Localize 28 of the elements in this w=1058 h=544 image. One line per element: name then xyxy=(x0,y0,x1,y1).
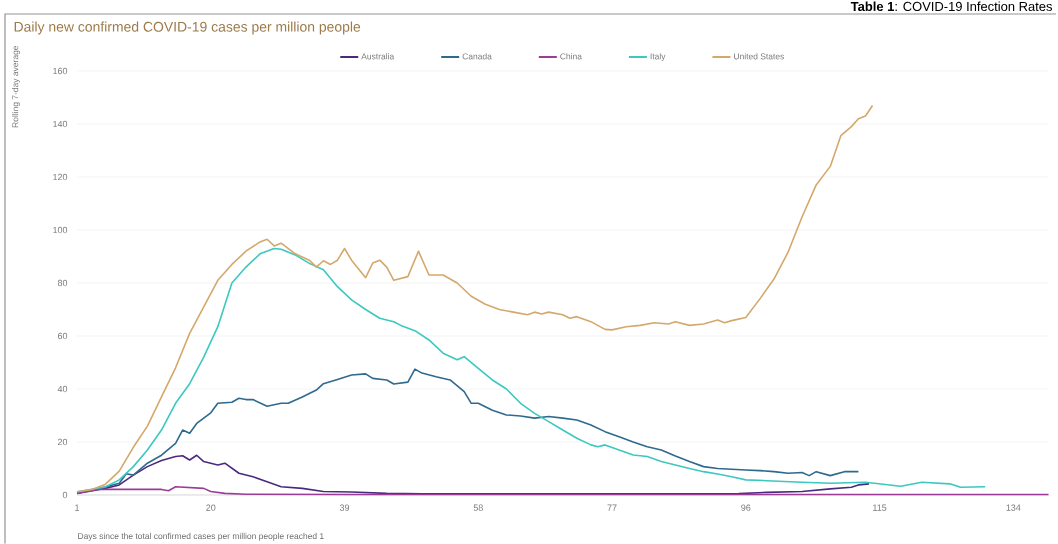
x-tick-label: 58 xyxy=(473,504,483,511)
y-tick-label: 60 xyxy=(57,332,68,340)
y-axis-title: Rolling 7-day average xyxy=(12,45,20,128)
x-tick-label: 96 xyxy=(741,504,751,511)
text: Table 1: COVID-19 Infection Rates xyxy=(850,1,1053,12)
legend-label: China xyxy=(560,53,582,60)
y-tick-label: 160 xyxy=(53,67,68,75)
y-tick-label: 120 xyxy=(53,173,68,181)
legend-label: United States xyxy=(734,53,784,60)
y-tick-label: 140 xyxy=(53,120,68,128)
line-series xyxy=(76,368,860,495)
y-tick-label: 40 xyxy=(57,385,68,393)
y-tick-label: 0 xyxy=(62,491,68,499)
x-tick-label: 39 xyxy=(339,504,350,511)
line-series xyxy=(76,104,874,493)
legend-label: Canada xyxy=(462,53,492,60)
x-axis-title: Days since the total confirmed cases per million people reached 1 xyxy=(78,532,324,541)
y-tick-label: 100 xyxy=(53,226,68,234)
y-tick-label: 80 xyxy=(57,279,68,287)
x-tick-label: 115 xyxy=(873,504,887,511)
x-tick-label: 134 xyxy=(1006,504,1021,511)
legend-label: Australia xyxy=(361,53,395,60)
y-tick-label: 20 xyxy=(57,438,68,446)
legend-label: Italy xyxy=(650,53,666,62)
chart-title: Daily new confirmed COVID-19 cases per million people xyxy=(14,21,361,35)
x-tick-label: 77 xyxy=(607,504,617,511)
x-tick-label: 1 xyxy=(75,504,80,511)
x-tick-label: 20 xyxy=(206,504,216,511)
